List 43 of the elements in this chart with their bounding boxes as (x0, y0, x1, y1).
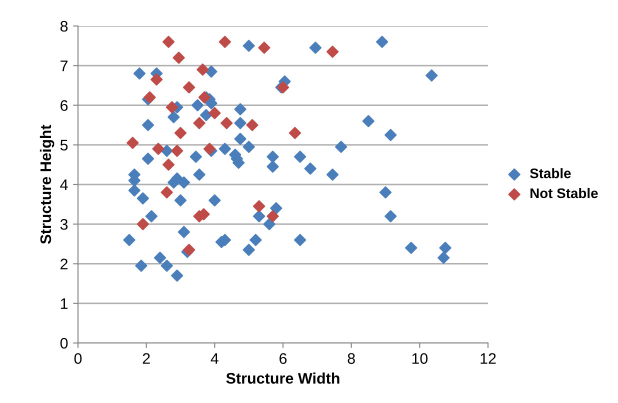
x-tick-label: 10 (412, 353, 428, 364)
legend-label: Not Stable (530, 188, 598, 198)
point (218, 36, 231, 48)
point (258, 42, 270, 54)
y-axis-title: Structure Height (40, 124, 54, 244)
x-tick-label: 6 (280, 353, 287, 364)
point (150, 73, 163, 86)
point (208, 107, 221, 120)
point (136, 218, 149, 230)
y-tick-label: 2 (60, 258, 68, 270)
point (193, 117, 206, 130)
x-tick-label: 0 (74, 353, 82, 364)
y-tick-label: 3 (60, 218, 68, 230)
point (220, 117, 233, 130)
y-tick-label: 5 (60, 140, 68, 151)
point (172, 52, 185, 64)
point (182, 81, 196, 94)
y-tick-label: 7 (60, 60, 68, 72)
point (162, 36, 175, 48)
point (266, 210, 279, 222)
x-axis-title: Structure Width (226, 372, 340, 384)
legend-label: Stable (530, 168, 571, 178)
point (162, 158, 175, 171)
x-tick-label: 2 (142, 353, 150, 364)
y-tick-label: 8 (60, 20, 68, 32)
point (174, 126, 187, 140)
x-tick-label: 8 (348, 353, 355, 364)
y-tick-label: 6 (60, 100, 68, 111)
point (160, 186, 173, 198)
point (171, 144, 184, 157)
point (152, 142, 164, 155)
point (126, 136, 139, 149)
y-tick-label: 0 (60, 338, 68, 349)
point (288, 126, 302, 140)
x-tick-label: 12 (480, 353, 496, 364)
y-tick-label: 1 (60, 298, 68, 309)
x-tick-label: 4 (210, 353, 218, 364)
point (166, 101, 178, 114)
point (246, 118, 258, 132)
point (196, 64, 209, 76)
y-tick-label: 4 (60, 180, 68, 190)
point (326, 46, 339, 58)
point (253, 200, 266, 212)
